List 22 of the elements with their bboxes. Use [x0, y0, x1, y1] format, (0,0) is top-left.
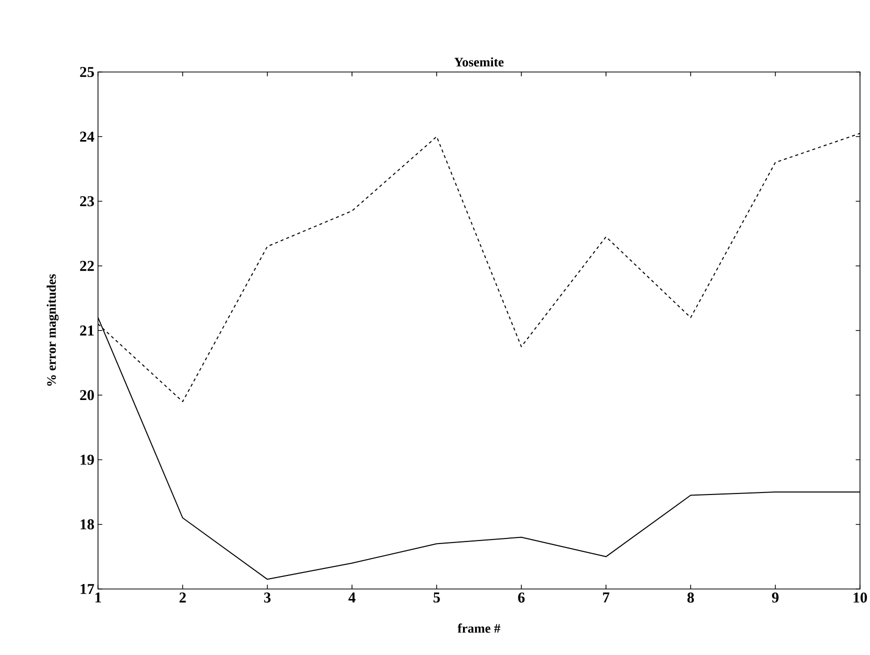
y-tick-label: 23 [80, 196, 94, 206]
x-tick-label: 9 [772, 592, 779, 603]
chart-title: Yosemite [454, 57, 504, 66]
x-tick-label: 6 [518, 592, 525, 603]
y-axis-title: % error magnitudes [46, 274, 59, 386]
x-tick-label: 3 [264, 592, 271, 603]
y-tick-label: 21 [80, 326, 94, 336]
x-tick-label: 4 [348, 592, 356, 602]
x-tick-label: 5 [434, 592, 440, 602]
y-tick-label: 19 [80, 454, 94, 465]
y-tick-label: 20 [80, 390, 94, 400]
x-tick-label: 10 [854, 592, 867, 603]
y-tick-label: 25 [80, 66, 94, 78]
x-axis-title: frame # [458, 624, 500, 633]
y-tick-label: 24 [80, 132, 94, 142]
x-tick-label: 7 [603, 592, 610, 602]
y-tick-label: 17 [80, 584, 94, 594]
x-tick-label: 8 [687, 592, 694, 603]
y-tick-label: 18 [80, 519, 94, 530]
x-tick-label: 1 [95, 592, 101, 602]
y-tick-label: 22 [80, 260, 94, 271]
x-tick-label: 2 [180, 592, 186, 602]
